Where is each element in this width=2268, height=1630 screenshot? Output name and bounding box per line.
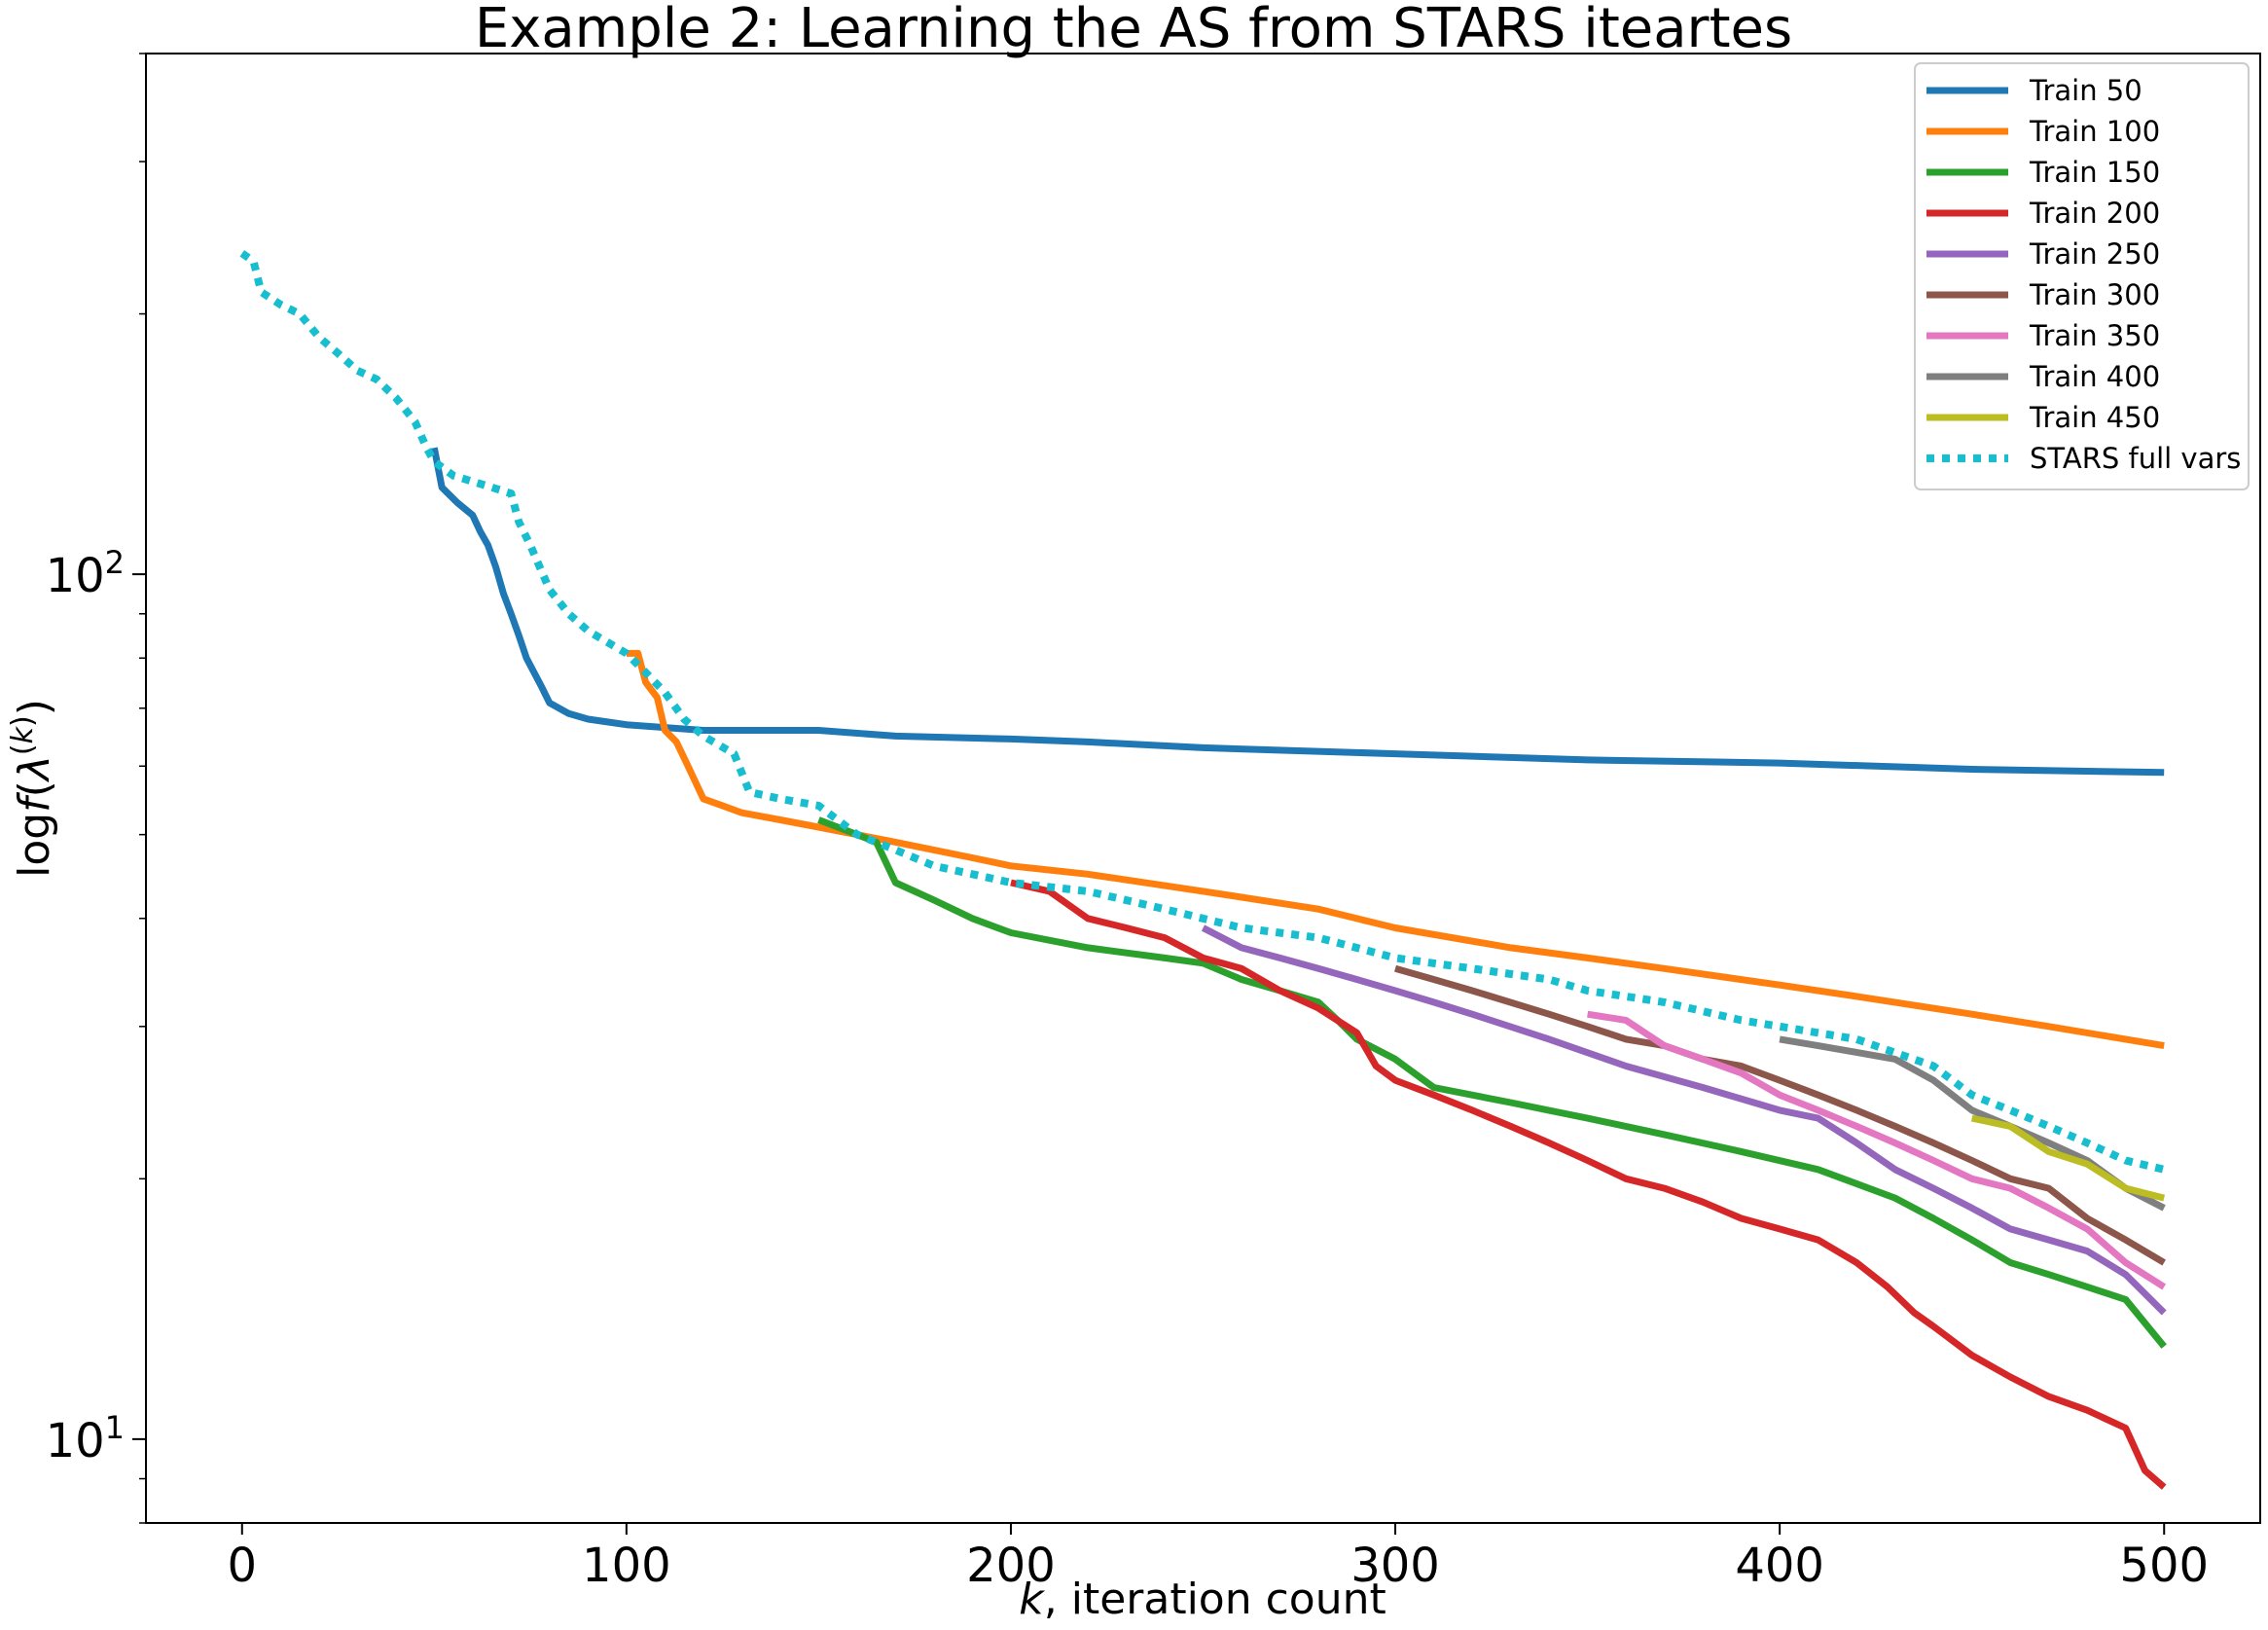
- x-tick-label: 400: [1735, 1539, 1824, 1593]
- x-tick-label: 300: [1350, 1539, 1440, 1593]
- axes-frame: [145, 53, 2261, 1524]
- series-line-train-300: [1394, 964, 2166, 1266]
- legend-label: Train 250: [2029, 237, 2160, 271]
- legend-label: STARS full vars: [2030, 442, 2241, 475]
- series-line-train-450: [1970, 1114, 2166, 1202]
- series-line-train-150: [817, 816, 2167, 1349]
- y-tick-label: 102: [46, 544, 125, 603]
- legend: Train 50 Train 100 Train 150 Train 200 Train…: [1914, 62, 2250, 490]
- x-axis: 0 100 200 300 400 500: [227, 1523, 2209, 1593]
- y-tick-label: 101: [46, 1409, 125, 1468]
- legend-label: Train 200: [2029, 197, 2160, 230]
- x-tick-label: 200: [966, 1539, 1056, 1593]
- series-line-train-100: [626, 649, 2165, 1050]
- chart-title: Example 2: Learning the AS from STARS it…: [475, 0, 1792, 60]
- series-line-train-250: [1201, 924, 2167, 1316]
- x-tick-label: 500: [2119, 1539, 2209, 1593]
- series-line-train-350: [1587, 1010, 2167, 1290]
- x-axis-label: k, iteration count: [1019, 1575, 1386, 1624]
- x-tick-label: 0: [227, 1539, 257, 1593]
- legend-label: Train 150: [2029, 156, 2160, 189]
- legend-label: Train 100: [2029, 115, 2160, 148]
- legend-label: Train 400: [2029, 360, 2160, 393]
- series-line-train-200: [1010, 879, 2167, 1490]
- legend-label: Train 450: [2029, 401, 2160, 434]
- legend-label: Train 350: [2029, 319, 2160, 352]
- series-line-stars-full-vars: [239, 250, 2166, 1174]
- y-axis-label: logf(λ(k)): [6, 699, 60, 878]
- legend-label: Train 50: [2029, 74, 2142, 107]
- legend-label: Train 300: [2029, 278, 2160, 311]
- series-line-train-50: [430, 447, 2165, 777]
- y-axis: 101 102: [46, 53, 146, 1524]
- plot-area: [239, 250, 2167, 1490]
- x-tick-label: 100: [582, 1539, 671, 1593]
